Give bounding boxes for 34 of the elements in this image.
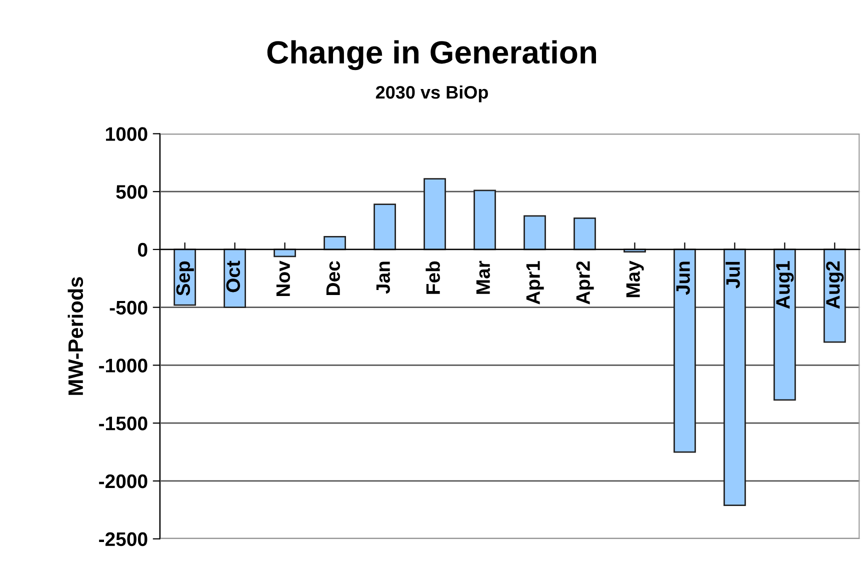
x-tick-label: Oct bbox=[226, 260, 240, 292]
y-tick-label: 500 bbox=[116, 185, 148, 199]
x-tick-label: Apr2 bbox=[576, 261, 594, 304]
y-tick-label: 0 bbox=[138, 242, 148, 257]
x-tick-label: Jan bbox=[376, 262, 390, 294]
chart-title: Change in Generation bbox=[267, 40, 596, 70]
y-tick-label: -1500 bbox=[99, 416, 148, 430]
bar bbox=[774, 248, 796, 401]
y-tick-label: -2500 bbox=[99, 532, 148, 546]
bar bbox=[674, 248, 696, 453]
y-tick-label: -1000 bbox=[99, 358, 148, 372]
bar bbox=[524, 215, 546, 250]
y-tick-label: -500 bbox=[110, 300, 148, 315]
x-tick-label: Apr1 bbox=[526, 261, 544, 304]
y-axis-title: MW-Periods bbox=[68, 277, 84, 395]
x-tick-label: Aug2 bbox=[826, 261, 844, 309]
bar bbox=[324, 236, 346, 250]
x-tick-label: Sep bbox=[176, 261, 194, 296]
x-tick-label: Aug1 bbox=[776, 261, 794, 309]
bar bbox=[724, 248, 746, 506]
bar bbox=[374, 204, 396, 250]
x-tick-label: Mar bbox=[476, 260, 490, 294]
bar bbox=[424, 178, 446, 250]
y-tick-label: -2000 bbox=[99, 474, 148, 488]
x-tick-label: Jun bbox=[676, 262, 690, 295]
bar bbox=[574, 218, 596, 250]
x-tick-label: Jul bbox=[726, 262, 740, 288]
y-tick-label: 1000 bbox=[106, 127, 148, 141]
x-tick-label: Dec bbox=[326, 261, 340, 295]
bar bbox=[474, 190, 496, 250]
x-tick-label: Nov bbox=[276, 260, 290, 296]
chart-subtitle: 2030 vs BiOp bbox=[376, 85, 488, 102]
x-tick-label: May bbox=[626, 260, 644, 298]
x-tick-label: Feb bbox=[426, 261, 440, 294]
